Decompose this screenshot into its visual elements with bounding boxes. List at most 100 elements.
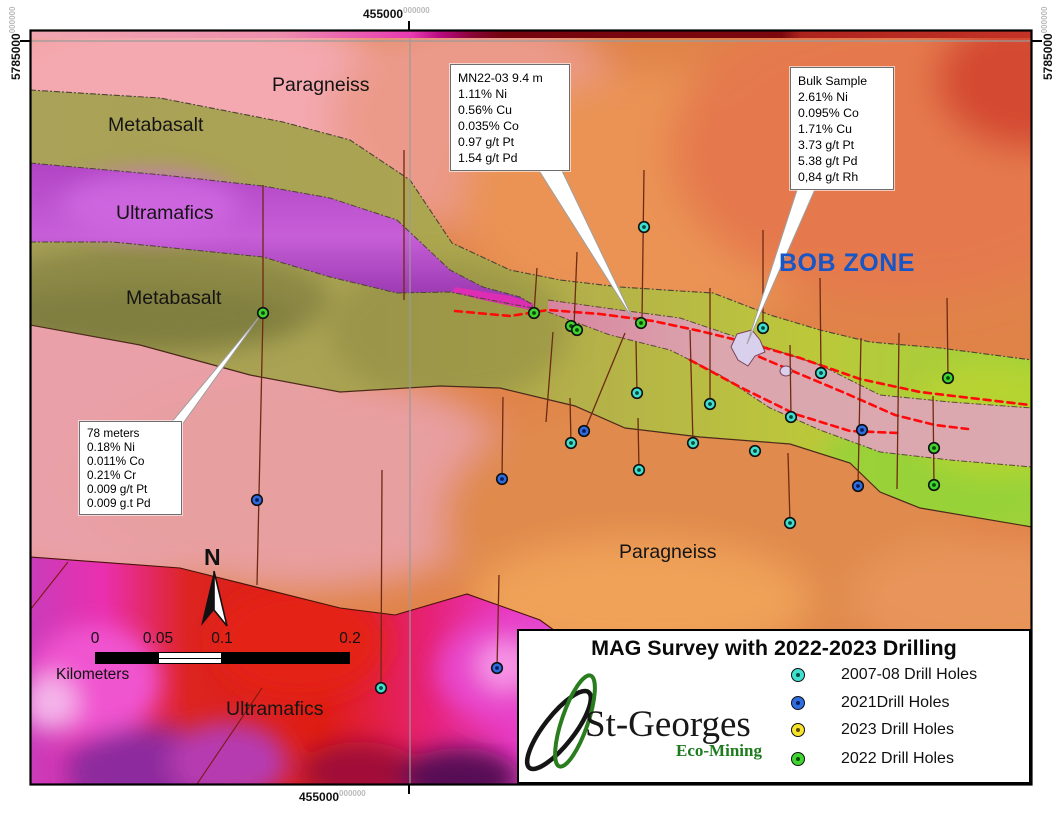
legend-symbol-2023 bbox=[791, 723, 805, 737]
drill-hole-dot bbox=[569, 441, 573, 445]
drill-trace bbox=[635, 341, 638, 394]
drill-hole-dot bbox=[639, 321, 643, 325]
drill-hole-dot bbox=[819, 371, 823, 375]
label-paragneiss-bottom: Paragneiss bbox=[619, 541, 717, 563]
legend-symbol-dot bbox=[796, 673, 800, 677]
scale-bar-segment bbox=[158, 652, 222, 664]
drill-hole-dot bbox=[582, 429, 586, 433]
drill-hole-dot bbox=[932, 446, 936, 450]
callout-line: 3.73 g/t Pt bbox=[798, 138, 855, 152]
drill-trace bbox=[637, 417, 640, 471]
pink-band-top-boundary bbox=[547, 299, 1031, 409]
callout-line: 78 meters bbox=[87, 426, 140, 440]
drill-hole-dot bbox=[255, 498, 259, 502]
ultramafics-top-boundary bbox=[31, 162, 534, 306]
callout-line: 2.61% Ni bbox=[798, 90, 848, 104]
logo-green-ellipse bbox=[553, 673, 597, 769]
callout-line: 0.97 g/t Pt bbox=[458, 135, 515, 149]
scalebar-unit: Kilometers bbox=[56, 666, 130, 683]
drill-hole-dot bbox=[500, 477, 504, 481]
legend-symbol-2021 bbox=[791, 696, 805, 710]
ultramafics-boundary-line bbox=[31, 556, 563, 637]
drill-trace bbox=[946, 297, 949, 378]
st-georges-logo-icon bbox=[524, 673, 597, 772]
drill-trace bbox=[256, 312, 264, 586]
top-raster-strip bbox=[31, 31, 1031, 38]
legend-item-2021: 2021Drill Holes bbox=[791, 694, 950, 712]
legend-item-label: 2022 Drill Holes bbox=[841, 750, 954, 767]
drill-trace bbox=[641, 169, 645, 321]
coordinate-label-bottom: 455000000000 bbox=[299, 789, 366, 804]
north-label: N bbox=[204, 544, 221, 570]
coordinate-label-right: 5785000000000 bbox=[1040, 6, 1055, 80]
drill-trace bbox=[789, 344, 792, 418]
drill-trace bbox=[689, 329, 694, 444]
legend-item-2007-08: 2007-08 Drill Holes bbox=[791, 666, 977, 684]
legend-symbol-dot bbox=[796, 701, 800, 705]
drill-hole-dot bbox=[753, 449, 757, 453]
callout-line: 0.009 g/t Pt bbox=[87, 481, 148, 496]
geology-contact-line bbox=[196, 687, 263, 784]
callout-line: MN22-03 9.4 m bbox=[458, 71, 543, 85]
callout-line: 0.095% Co bbox=[798, 106, 859, 120]
callout-line: 1.71% Cu bbox=[798, 122, 853, 136]
legend-symbol-2022 bbox=[791, 752, 805, 766]
logo-company-name: St-Georges bbox=[585, 704, 751, 745]
callout-line: 5.38 g/t Pd bbox=[798, 154, 858, 168]
bob-zone-label: BOB ZONE bbox=[779, 249, 915, 277]
north-arrow-left bbox=[201, 571, 214, 626]
callout-line: 0.21% Cr bbox=[87, 467, 137, 482]
drill-trace bbox=[496, 574, 500, 669]
pink-band-unit bbox=[548, 300, 1031, 467]
callout-mn22-03: MN22-03 9.4 m 1.11% Ni 0.56% Cu 0.035% Co 0.… bbox=[450, 64, 570, 171]
legend-item-label: 2023 Drill Holes bbox=[841, 721, 954, 738]
legend-symbol-2007-08 bbox=[791, 668, 805, 682]
scalebar-tick-005: 0.05 bbox=[142, 630, 174, 647]
scale-bar bbox=[95, 652, 350, 664]
metabasalt-bottom-boundary bbox=[31, 324, 1031, 528]
label-metabasalt-upper: Metabasalt bbox=[108, 114, 204, 136]
callout-line: 0.011% Co bbox=[87, 453, 145, 468]
drill-hole-dot bbox=[635, 391, 639, 395]
scalebar-tick-02: 0.2 bbox=[339, 630, 361, 647]
drill-trace bbox=[380, 469, 383, 689]
legend-box: MAG Survey with 2022-2023 Drilling 2007-… bbox=[517, 629, 1031, 784]
drill-trace bbox=[857, 337, 862, 487]
drill-traces-group bbox=[256, 150, 949, 689]
legend-symbol-dot bbox=[796, 728, 800, 732]
drill-trace bbox=[501, 396, 504, 480]
callout-line: 0.18% Ni bbox=[87, 439, 135, 454]
drill-hole-dot bbox=[637, 468, 641, 472]
scale-bar-segment bbox=[95, 652, 158, 664]
drill-trace bbox=[819, 277, 822, 374]
coordinate-label-left: 5785000000000 bbox=[8, 6, 23, 80]
legend-item-label: 2007-08 Drill Holes bbox=[841, 666, 978, 683]
label-paragneiss-top: Paragneiss bbox=[272, 74, 370, 96]
drill-trace bbox=[569, 397, 572, 444]
scale-bar-segment bbox=[222, 652, 350, 664]
callout-line: Bulk Sample bbox=[798, 74, 868, 88]
callout-bulk-sample: Bulk Sample 2.61% Ni 0.095% Co 1.71% Cu 3.73… bbox=[790, 67, 894, 190]
pink-band-bottom-boundary bbox=[547, 311, 1031, 468]
scalebar-tick-01: 0.1 bbox=[211, 630, 233, 647]
callout-line: 0,84 g/t Rh bbox=[798, 170, 859, 184]
drill-hole-dot bbox=[946, 376, 950, 380]
drill-trace bbox=[573, 251, 578, 328]
drill-hole-dot bbox=[691, 441, 695, 445]
dike-line bbox=[453, 308, 1031, 407]
bulk-sample-patch bbox=[730, 329, 766, 367]
drill-hole-dot bbox=[856, 484, 860, 488]
legend-item-2023: 2023 Drill Holes bbox=[791, 721, 954, 739]
drill-trace bbox=[545, 331, 554, 423]
legend-item-label: 2021Drill Holes bbox=[841, 694, 950, 711]
label-ultramafics-bottom: Ultramafics bbox=[226, 698, 324, 720]
label-metabasalt-lower: Metabasalt bbox=[126, 287, 222, 309]
drill-trace bbox=[787, 452, 791, 524]
drill-hole-dot bbox=[789, 415, 793, 419]
callout-line: 0.56% Cu bbox=[458, 103, 513, 117]
drill-trace bbox=[584, 332, 626, 431]
geology-contact-line bbox=[31, 561, 69, 611]
metabasalt-top-boundary bbox=[31, 89, 1031, 361]
logo-black-ellipse bbox=[524, 688, 594, 772]
